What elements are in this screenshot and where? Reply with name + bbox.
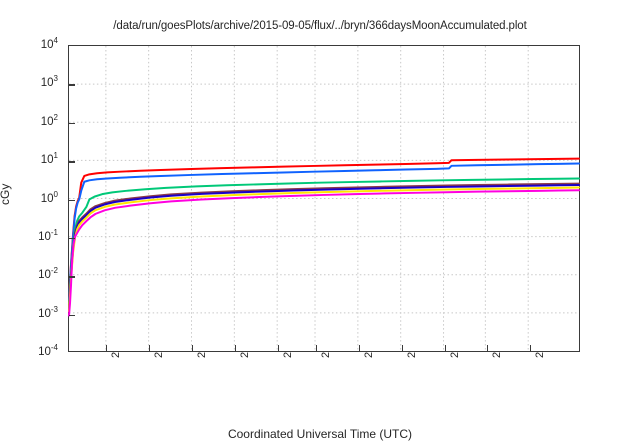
y-axis-tick-mark	[69, 122, 75, 125]
series-navy	[68, 184, 580, 310]
x-axis-tick-mark	[530, 345, 532, 351]
x-axis-tick-mark	[234, 345, 237, 351]
y-axis-tick-label: 104	[40, 36, 58, 51]
x-axis-tick-mark	[277, 345, 280, 351]
y-axis-tick-mark	[69, 237, 75, 240]
y-axis-tick-label: 101	[40, 151, 58, 167]
data-curves	[68, 157, 580, 317]
series-green	[68, 177, 580, 305]
plot-area	[68, 45, 580, 352]
x-axis-tick-mark	[402, 345, 404, 351]
y-axis-tick-label: 10-4	[38, 343, 58, 358]
x-axis-tick-mark	[486, 345, 489, 351]
y-axis-tick-label: 10-1	[38, 228, 58, 243]
series-magenta	[68, 189, 580, 317]
y-axis-tick-label: 10-2	[38, 266, 58, 282]
y-axis-tick-mark	[69, 84, 75, 86]
y-axis-tick-label: 100	[40, 189, 58, 205]
x-axis-tick-mark	[148, 345, 151, 351]
y-axis-tick-label: 103	[40, 74, 58, 90]
plot-title: /data/run/goesPlots/archive/2015-09-05/f…	[113, 20, 527, 32]
grid-lines	[69, 46, 579, 351]
series-blue	[68, 162, 580, 301]
x-axis-tick-mark	[445, 345, 447, 351]
x-axis-tick-mark	[106, 345, 108, 351]
y-axis-tick-mark	[69, 161, 75, 163]
x-axis-tick-mark	[315, 345, 318, 351]
x-axis-tick-mark	[191, 345, 194, 351]
x-axis-tick-mark	[358, 345, 361, 351]
y-axis-tick-mark	[69, 276, 75, 278]
series-yellow	[68, 186, 580, 313]
y-axis-tick-label: 10-3	[38, 304, 58, 320]
x-axis-label: Coordinated Universal Time (UTC)	[227, 427, 413, 441]
series-maroon	[68, 182, 580, 308]
y-axis-tick-label: 102	[40, 112, 58, 128]
y-axis-tick-mark	[69, 199, 75, 201]
y-axis-tick-mark	[69, 314, 75, 317]
